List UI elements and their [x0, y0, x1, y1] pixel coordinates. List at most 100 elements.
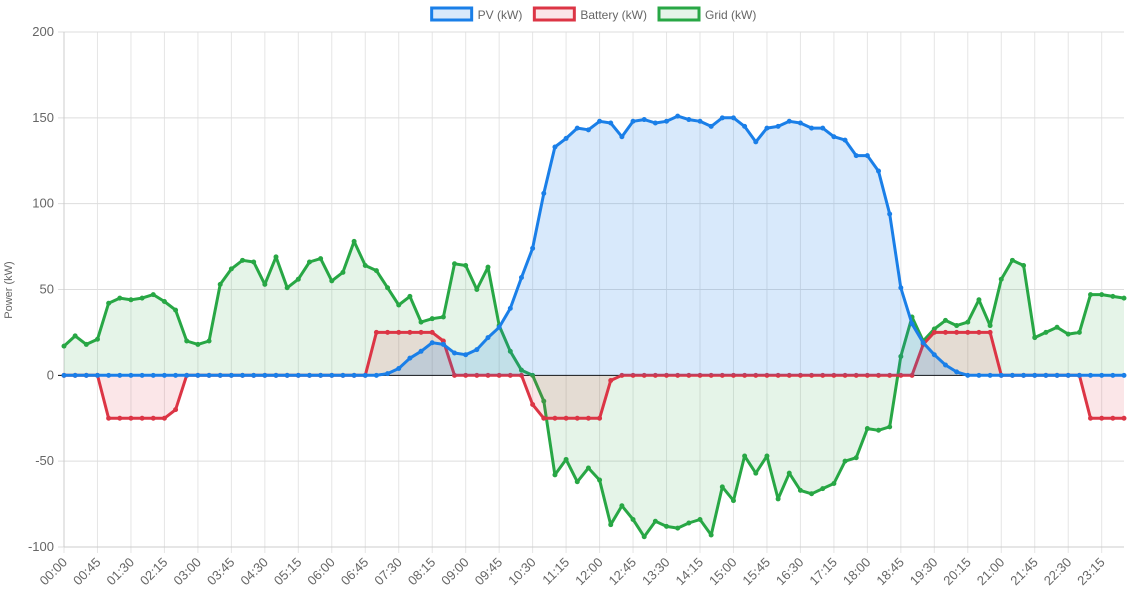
- data-point: [597, 415, 603, 421]
- x-tick-label: 06:45: [338, 555, 372, 589]
- data-point: [842, 458, 848, 464]
- data-point: [139, 372, 145, 378]
- series-area: [64, 116, 1124, 376]
- data-point: [742, 453, 748, 459]
- data-point: [396, 302, 402, 308]
- data-point: [184, 372, 190, 378]
- x-tick-label: 12:45: [606, 555, 640, 589]
- data-point: [507, 305, 513, 311]
- data-point: [898, 285, 904, 291]
- data-point: [574, 479, 580, 485]
- data-point: [608, 120, 614, 126]
- data-point: [228, 266, 234, 272]
- data-point: [853, 372, 859, 378]
- data-point: [563, 135, 569, 141]
- data-point: [842, 137, 848, 143]
- data-point: [1043, 372, 1049, 378]
- data-point: [719, 484, 725, 490]
- x-tick-label: 12:00: [572, 555, 606, 589]
- data-point: [820, 125, 826, 131]
- data-point: [195, 372, 201, 378]
- data-point: [418, 348, 424, 354]
- data-point: [161, 299, 167, 305]
- data-point: [909, 372, 915, 378]
- data-point: [864, 153, 870, 159]
- data-point: [942, 362, 948, 368]
- data-point: [407, 355, 413, 361]
- data-point: [563, 415, 569, 421]
- x-tick-label: 00:00: [37, 555, 71, 589]
- data-point: [485, 335, 491, 341]
- data-point: [1099, 415, 1105, 421]
- data-point: [396, 329, 402, 335]
- data-point: [708, 123, 714, 129]
- data-point: [61, 343, 67, 349]
- y-tick-label: 0: [47, 367, 54, 382]
- data-point: [831, 480, 837, 486]
- data-point: [373, 329, 379, 335]
- data-point: [150, 292, 156, 298]
- data-point: [786, 118, 792, 124]
- legend-label: PV (kW): [478, 8, 523, 22]
- y-tick-label: 150: [32, 110, 54, 125]
- data-point: [206, 372, 212, 378]
- data-point: [619, 134, 625, 140]
- data-point: [94, 336, 100, 342]
- data-point: [173, 307, 179, 313]
- data-point: [809, 125, 815, 131]
- data-point: [128, 297, 134, 303]
- data-point: [775, 123, 781, 129]
- data-point: [474, 287, 480, 292]
- data-point: [931, 352, 937, 358]
- data-point: [385, 285, 391, 291]
- data-point: [987, 329, 993, 335]
- data-point: [518, 274, 524, 280]
- data-point: [474, 347, 480, 353]
- data-point: [496, 324, 502, 330]
- data-point: [139, 415, 145, 421]
- data-point: [954, 369, 960, 375]
- data-point: [1099, 372, 1105, 378]
- data-point: [764, 453, 770, 459]
- x-tick-label: 20:15: [940, 555, 974, 589]
- data-point: [61, 372, 67, 378]
- data-point: [641, 372, 647, 378]
- data-point: [998, 276, 1004, 282]
- data-point: [909, 321, 915, 327]
- data-point: [173, 372, 179, 378]
- x-tick-label: 01:30: [103, 555, 137, 589]
- data-point: [418, 329, 424, 335]
- data-point: [128, 415, 134, 421]
- x-tick-label: 00:45: [70, 555, 104, 589]
- data-point: [1009, 372, 1015, 378]
- x-tick-label: 21:45: [1007, 555, 1041, 589]
- data-point: [318, 256, 324, 262]
- data-point: [942, 329, 948, 335]
- data-point: [385, 371, 391, 377]
- data-point: [1021, 372, 1027, 378]
- data-point: [1110, 293, 1116, 299]
- x-tick-label: 14:15: [673, 555, 707, 589]
- data-point: [295, 276, 301, 282]
- y-tick-label: 50: [40, 282, 54, 297]
- y-tick-label: -100: [28, 539, 54, 554]
- x-tick-label: 07:30: [371, 555, 405, 589]
- data-point: [1099, 292, 1105, 298]
- data-point: [106, 372, 112, 378]
- x-tick-label: 15:45: [739, 555, 773, 589]
- data-point: [887, 372, 893, 378]
- data-point: [730, 372, 736, 378]
- data-point: [340, 269, 346, 275]
- data-point: [686, 372, 692, 378]
- data-point: [329, 278, 335, 284]
- data-point: [976, 329, 982, 335]
- data-point: [340, 372, 346, 378]
- data-point: [876, 427, 882, 433]
- data-point: [530, 402, 536, 408]
- data-point: [1088, 415, 1094, 421]
- x-tick-label: 10:30: [505, 555, 539, 589]
- series-area: [64, 241, 1124, 537]
- x-tick-label: 22:30: [1041, 555, 1075, 589]
- data-point: [463, 352, 469, 358]
- data-point: [664, 372, 670, 378]
